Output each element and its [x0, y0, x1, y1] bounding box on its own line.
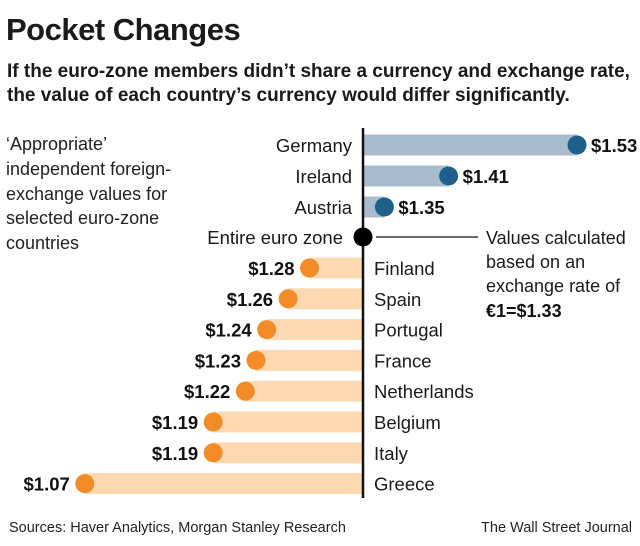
dot-spain: [278, 289, 298, 309]
source-note: Sources: Haver Analytics, Morgan Stanley…: [9, 520, 346, 536]
category-label-france: France: [374, 350, 432, 371]
value-label-italy: $1.19: [152, 443, 198, 464]
bar-italy: [213, 442, 363, 464]
publisher-credit: The Wall Street Journal: [481, 520, 632, 536]
category-label-greece: Greece: [374, 474, 435, 495]
dot-ireland: [439, 166, 459, 186]
chart-title: Pocket Changes: [6, 12, 241, 47]
value-label-belgium: $1.19: [152, 412, 198, 433]
dot-netherlands: [235, 381, 255, 401]
bar-netherlands: [245, 380, 363, 402]
value-label-netherlands: $1.22: [184, 381, 230, 402]
value-label-portugal: $1.24: [205, 320, 252, 341]
note-line-1: Values calculated: [486, 228, 626, 248]
value-label-greece: $1.07: [24, 474, 70, 495]
dot-austria: [374, 197, 394, 217]
category-label-portugal: Portugal: [374, 320, 443, 341]
bar-belgium: [213, 411, 363, 433]
dot-france: [246, 350, 266, 370]
value-label-austria: $1.35: [398, 197, 444, 218]
labels-layer: Germany $1.53 Ireland $1.41 Austria $1.35 Finl…: [24, 135, 638, 495]
footer: Sources: Haver Analytics, Morgan Stanley…: [0, 518, 640, 540]
chart-subtitle: If the euro-zone members didn’t share a …: [7, 61, 630, 106]
category-label-germany: Germany: [276, 135, 353, 156]
bar-germany: [363, 134, 577, 156]
note-line-2: based on an: [486, 252, 585, 272]
bar-finland: [309, 257, 363, 279]
note-rate: €1=$1.33: [486, 301, 562, 321]
value-label-spain: $1.26: [227, 289, 273, 310]
currency-value-chart: Germany $1.53 Ireland $1.41 Austria $1.35 Finl…: [24, 128, 638, 498]
note-line-3: exchange rate of: [486, 276, 621, 296]
dot-germany: [567, 135, 587, 155]
value-label-germany: $1.53: [591, 135, 637, 156]
bar-spain: [288, 288, 363, 310]
side-note: ‘Appropriate’ independent foreign-exchan…: [6, 134, 172, 254]
baseline-marker: Entire euro zone: [207, 227, 478, 248]
category-label-austria: Austria: [294, 197, 352, 218]
category-label-spain: Spain: [374, 289, 421, 310]
category-label-ireland: Ireland: [295, 166, 352, 187]
bar-portugal: [266, 319, 363, 341]
bars-layer: [75, 134, 587, 495]
dot-greece: [75, 474, 95, 494]
baseline-dot: [353, 227, 373, 247]
dot-finland: [300, 258, 319, 278]
category-label-belgium: Belgium: [374, 412, 441, 433]
value-label-france: $1.23: [195, 350, 241, 371]
exchange-rate-note: Values calculated based on an exchange r…: [486, 228, 626, 321]
bar-greece: [84, 473, 364, 495]
dot-italy: [203, 443, 223, 463]
category-label-netherlands: Netherlands: [374, 381, 474, 402]
value-label-ireland: $1.41: [463, 166, 509, 187]
bar-france: [256, 349, 363, 371]
dot-portugal: [257, 320, 277, 340]
baseline-label: Entire euro zone: [207, 227, 343, 248]
category-label-italy: Italy: [374, 443, 409, 464]
category-label-finland: Finland: [374, 258, 435, 279]
bar-ireland: [363, 165, 449, 187]
dot-belgium: [203, 412, 223, 432]
value-label-finland: $1.28: [248, 258, 294, 279]
